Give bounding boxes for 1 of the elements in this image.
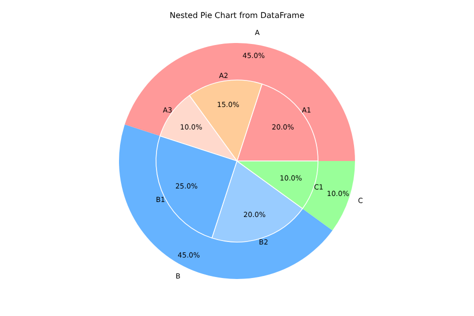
chart-title: Nested Pie Chart from DataFrame xyxy=(170,11,304,20)
